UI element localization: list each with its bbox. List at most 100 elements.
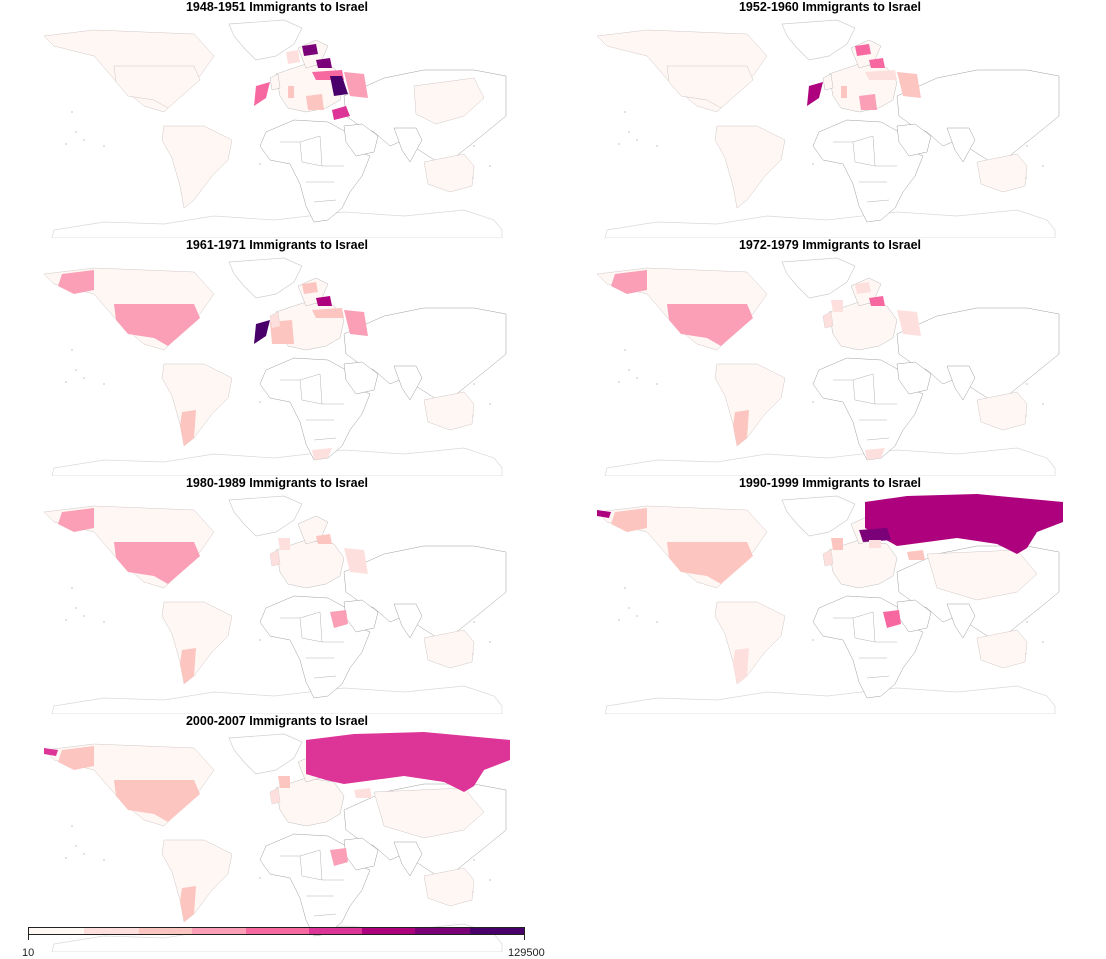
panel-title: 2000-2007 Immigrants to Israel	[185, 714, 369, 728]
region-uk	[270, 312, 280, 328]
region-poland	[855, 282, 871, 294]
region-ethiopia	[330, 848, 348, 866]
region-alaska	[58, 508, 94, 532]
map-panel-1952-1960: 1952-1960 Immigrants to Israel	[597, 0, 1063, 238]
region-south-africa	[312, 448, 332, 460]
map-panel-1990-1999: 1990-1999 Immigrants to Israel	[597, 476, 1063, 714]
region-iran	[344, 310, 368, 336]
region-romania	[316, 296, 332, 306]
region-morocco	[254, 320, 270, 344]
region-argentina	[180, 886, 196, 922]
region-china	[413, 77, 485, 125]
region-australia	[976, 153, 1028, 193]
region-south-america	[161, 363, 233, 447]
legend-color-bar	[28, 927, 525, 935]
legend-tick-max	[524, 935, 525, 940]
panel-title: 1961-1971 Immigrants to Israel	[185, 238, 369, 252]
region-alaska	[611, 270, 647, 294]
region-romania	[316, 534, 332, 544]
legend-bin-3	[138, 928, 193, 934]
region-france	[831, 300, 843, 312]
legend-min-label: 10	[22, 947, 35, 959]
panel-title: 1990-1999 Immigrants to Israel	[738, 476, 922, 490]
region-egypt	[306, 94, 324, 110]
region-uk	[270, 788, 280, 804]
map-panel-1980-1989: 1980-1989 Immigrants to Israel	[44, 476, 510, 714]
legend-bin-8	[415, 928, 471, 934]
region-ethiopia	[883, 610, 901, 628]
region-australia	[976, 629, 1028, 669]
region-romania	[869, 296, 885, 306]
region-south-america	[714, 363, 786, 447]
panel-title: 1952-1960 Immigrants to Israel	[738, 0, 922, 14]
map-panel-1972-1979: 1972-1979 Immigrants to Israel	[597, 238, 1063, 476]
region-australia	[423, 867, 475, 907]
region-alaska	[58, 270, 94, 294]
region-romania	[869, 58, 885, 68]
panel-title: 1948-1951 Immigrants to Israel	[185, 0, 369, 14]
legend-bin-9	[470, 928, 524, 934]
region-iraq	[330, 76, 348, 96]
region-egypt	[859, 94, 877, 110]
region-france	[278, 776, 290, 788]
color-legend: 10 129500	[22, 927, 545, 959]
region-france	[278, 538, 290, 550]
region-russia	[306, 732, 510, 792]
choropleth-map	[44, 495, 507, 714]
choropleth-map	[597, 257, 1060, 476]
map-panel-1961-1971: 1961-1971 Immigrants to Israel	[44, 238, 510, 476]
region-iran	[344, 548, 368, 574]
region-usa	[667, 542, 753, 584]
legend-bin-7	[361, 928, 416, 934]
region-argentina	[180, 410, 196, 446]
legend-bin-1	[29, 928, 84, 934]
region-iran	[897, 310, 921, 336]
legend-bin-2	[83, 928, 139, 934]
region-romania	[869, 540, 881, 548]
region-australia	[423, 391, 475, 431]
region-turkey	[865, 70, 897, 80]
choropleth-map	[597, 19, 1060, 238]
region-south-america	[714, 601, 786, 685]
panel-title: 1972-1979 Immigrants to Israel	[738, 238, 922, 252]
region-uzbekistan	[907, 550, 925, 560]
region-chukotka	[597, 510, 611, 518]
region-argentina	[180, 648, 196, 684]
region-iran	[344, 72, 368, 98]
region-usa	[666, 65, 754, 109]
legend-bin-6	[308, 928, 362, 934]
region-australia	[423, 153, 475, 193]
region-south-america	[161, 125, 233, 209]
region-romania	[316, 58, 332, 68]
region-australia	[976, 391, 1028, 431]
region-usa	[667, 304, 753, 346]
region-poland	[302, 44, 318, 56]
region-turkey	[312, 308, 344, 318]
region-south-america	[161, 839, 233, 923]
legend-max-label: 129500	[508, 947, 545, 959]
region-libya	[288, 86, 294, 98]
region-usa	[114, 304, 200, 346]
region-south-africa	[865, 448, 885, 460]
region-iran	[897, 72, 921, 98]
region-uk	[823, 312, 833, 328]
region-france	[831, 538, 843, 550]
choropleth-map	[44, 732, 510, 952]
region-poland	[302, 282, 318, 294]
region-uk	[823, 550, 833, 566]
choropleth-map	[597, 494, 1063, 714]
choropleth-map	[44, 257, 507, 476]
region-south-america	[161, 601, 233, 685]
region-morocco	[807, 82, 823, 106]
region-alaska	[58, 746, 94, 770]
region-ukraine	[859, 528, 891, 542]
region-usa	[113, 65, 201, 109]
map-panel-2000-2007: 2000-2007 Immigrants to Israel	[44, 714, 510, 952]
panel-title: 1980-1989 Immigrants to Israel	[185, 476, 369, 490]
region-south-america	[714, 125, 786, 209]
region-chukotka	[44, 748, 58, 756]
region-australia	[423, 629, 475, 669]
region-argentina	[733, 410, 749, 446]
legend-bin-4	[192, 928, 247, 934]
region-morocco	[254, 82, 270, 106]
